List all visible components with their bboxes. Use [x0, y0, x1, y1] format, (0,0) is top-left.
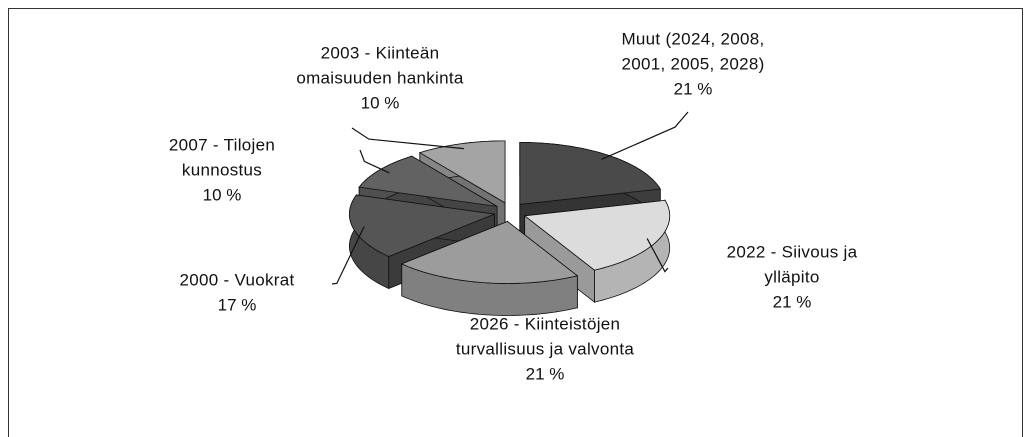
slice [400, 220, 579, 316]
value-label: 21 % [526, 364, 565, 383]
slice-label: kunnostus [182, 160, 262, 179]
slice [523, 198, 671, 303]
leader-line [359, 149, 390, 174]
slice-label: omaisuuden hankinta [296, 68, 464, 87]
slice-label: ylläpito [764, 267, 819, 286]
slice-top [523, 199, 671, 271]
slice-label: 2026 - Kiinteistöjen [470, 314, 621, 333]
slice-top [358, 155, 498, 207]
value-label: 21 % [674, 79, 713, 98]
leader-line [351, 127, 464, 150]
leader-line [331, 226, 365, 285]
slice-label: turvallisuus ja valvonta [456, 339, 634, 358]
slice-label: 2022 - Siivous ja [727, 242, 858, 261]
value-label: 21 % [773, 292, 812, 311]
value-label: 10 % [203, 185, 242, 204]
slice-label: 2003 - Kiinteän [321, 43, 440, 62]
slice-top [400, 221, 579, 284]
slice-label: 2000 - Vuokrat [179, 270, 294, 289]
slice-top [519, 142, 661, 205]
value-label: 10 % [361, 93, 400, 112]
leader-line [601, 111, 689, 160]
slice-label: 2007 - Tilojen [169, 135, 275, 154]
value-label: 17 % [218, 295, 257, 314]
slice-label: 2001, 2005, 2028) [621, 54, 764, 73]
frame [8, 8, 1023, 437]
leader-line [646, 238, 669, 273]
slice-top [418, 140, 506, 204]
slice-label: Muut (2024, 2008, [621, 29, 764, 48]
slice-top [348, 194, 496, 257]
